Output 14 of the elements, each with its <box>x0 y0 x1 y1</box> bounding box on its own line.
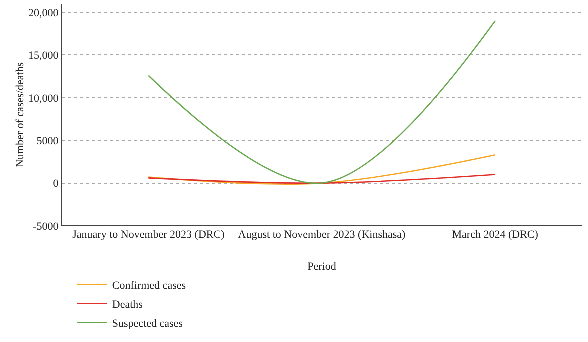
y-tick-label: 20,000 <box>28 7 60 20</box>
legend-label: Deaths <box>112 299 143 312</box>
x-tick-label: March 2024 (DRC) <box>452 229 539 241</box>
y-tick-label: 15,000 <box>28 50 60 62</box>
legend-label: Suspected cases <box>112 318 183 330</box>
legend-label: Confirmed cases <box>112 280 186 292</box>
x-tick-label: August to November 2023 (Kinshasa) <box>238 229 406 241</box>
y-tick-label: -5000 <box>33 220 60 233</box>
y-tick-label: 5000 <box>36 135 60 148</box>
y-tick-label: 0 <box>53 178 60 190</box>
x-tick-label: January to November 2023 (DRC) <box>72 229 226 241</box>
x-axis-title: Period <box>308 261 337 274</box>
y-axis-title: Number of cases/deaths <box>14 62 27 168</box>
y-tick-label: 10,000 <box>28 92 60 105</box>
